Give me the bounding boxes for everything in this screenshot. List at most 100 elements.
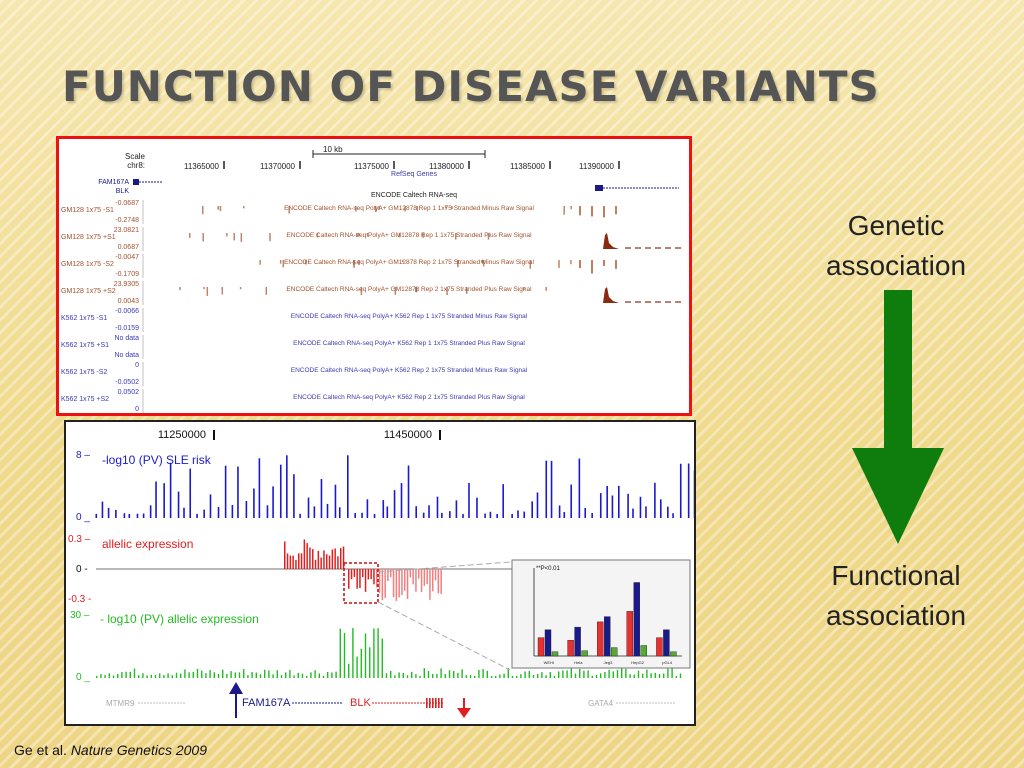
signal-bar	[265, 287, 268, 295]
sle-bar	[320, 479, 323, 518]
allelic-bar	[373, 569, 375, 585]
signal-bar	[563, 206, 565, 215]
allelic-pv-bar	[251, 672, 253, 678]
allelic-pv-bar	[360, 648, 362, 678]
sle-bar	[183, 507, 185, 518]
allelic-bar	[337, 556, 339, 569]
allelic-pv-bar	[234, 672, 236, 678]
allelic-pv-bar	[259, 674, 262, 678]
allelic-pv-bar	[570, 668, 572, 678]
up-arrow-icon	[229, 682, 243, 694]
allelic-pv-bar	[448, 670, 451, 678]
track-title: ENCODE Caltech RNA-seq PolyA+ K562 Rep 2…	[293, 394, 525, 401]
sle-bar	[299, 513, 301, 518]
track-bottom-value: 0.0043	[118, 298, 140, 305]
sle-bar	[441, 512, 443, 518]
sle-bar	[163, 483, 165, 518]
sle-bar	[237, 466, 239, 518]
allelic-bar	[398, 569, 400, 598]
track-name: GM128 1x75 -S1	[61, 207, 114, 214]
allelic-pv-bar	[188, 672, 190, 678]
allelic-pv-bar	[171, 675, 173, 678]
allelic-pv-bar	[432, 674, 434, 678]
sle-bar	[393, 490, 396, 518]
allelic-pv-bar	[213, 672, 215, 678]
sle-bar	[667, 506, 669, 518]
track-top-value: 0.0502	[118, 389, 140, 396]
sle-bar	[279, 464, 282, 518]
allelic-pv-bar	[280, 675, 283, 678]
signal-bar	[360, 287, 363, 296]
allelic-pv-bar	[423, 668, 425, 678]
allelic-bar	[320, 557, 322, 569]
allelic-pv-bar	[175, 672, 178, 678]
citation-journal: Nature Genetics 2009	[70, 742, 208, 758]
sle-bar	[550, 460, 553, 518]
allelic-bar	[350, 569, 353, 580]
allelic-bar	[420, 569, 423, 593]
position-label: 11250000	[158, 429, 206, 441]
allelic-pv-bar	[524, 671, 526, 678]
allelic-pv-bar	[402, 672, 404, 678]
sle-bar	[599, 493, 602, 518]
signal-bar	[416, 206, 419, 211]
allelic-bar	[412, 569, 414, 585]
allelic-pv-bar	[230, 671, 232, 678]
allelic-pv-bar	[112, 675, 115, 678]
allelic-pv-bar	[595, 674, 598, 678]
allelic-pv-bar	[604, 671, 606, 678]
allelic-pv-bar	[121, 672, 123, 678]
allelic-pv-bar	[406, 675, 409, 678]
track-name: GM128 1x75 -S2	[61, 261, 114, 268]
signal-bar	[243, 206, 245, 209]
allelic-pv-bar	[381, 638, 383, 678]
signal-bar	[415, 287, 418, 293]
gene-exon	[429, 698, 431, 708]
allelic-pv-bar	[167, 673, 169, 678]
signal-bar	[603, 206, 605, 218]
allelic-pv-bar	[196, 668, 199, 678]
allelic-pv-bar	[276, 670, 278, 678]
allelic-pv-bar	[474, 675, 476, 678]
allelic-pv-bar	[335, 671, 337, 678]
inset-category-label: HepG2	[631, 660, 644, 665]
track-top-value: -0.0047	[115, 254, 139, 261]
scale-bar-label: 10 kb	[323, 145, 343, 154]
sle-bar	[584, 507, 587, 518]
position-label: 11390000	[579, 162, 615, 171]
allelic-pv-bar	[138, 675, 140, 678]
allelic-bar	[314, 559, 317, 569]
allelic-pv-bar	[96, 675, 98, 678]
sle-bar	[428, 505, 430, 518]
allelic-bar	[401, 569, 403, 596]
signal-bar	[446, 287, 448, 296]
signal-bar	[445, 206, 447, 209]
allelic-bar	[395, 569, 398, 601]
allelic-pv-bar	[503, 673, 505, 678]
allelic-bar	[342, 546, 345, 569]
track-top-value: 0	[135, 362, 139, 369]
sle-bar	[455, 500, 458, 518]
signal-bar	[422, 233, 424, 238]
sle-bar	[203, 509, 205, 518]
allelic-pv-bar	[159, 673, 161, 678]
allelic-pv-bar	[457, 672, 459, 678]
allelic-pv-bar	[247, 675, 249, 678]
signal-bar	[366, 233, 369, 237]
allelic-pv-bar	[511, 675, 514, 678]
allelic-pv-bar	[541, 672, 543, 678]
sle-bar	[476, 497, 478, 518]
sle-bar	[659, 499, 662, 518]
allelic-pv-bar	[612, 671, 614, 678]
sle-bar	[617, 485, 620, 518]
allelic-pv-bar	[356, 656, 358, 678]
sle-bar	[422, 512, 425, 518]
sle-bar	[632, 508, 634, 518]
allelic-pv-bar	[255, 672, 257, 678]
allelic-bar	[376, 569, 378, 588]
allelic-pv-bar	[377, 628, 379, 678]
track-bottom-value: 0	[135, 406, 139, 413]
sle-bar	[373, 513, 376, 518]
sle-bar	[449, 511, 451, 518]
gene-exon	[441, 698, 443, 708]
